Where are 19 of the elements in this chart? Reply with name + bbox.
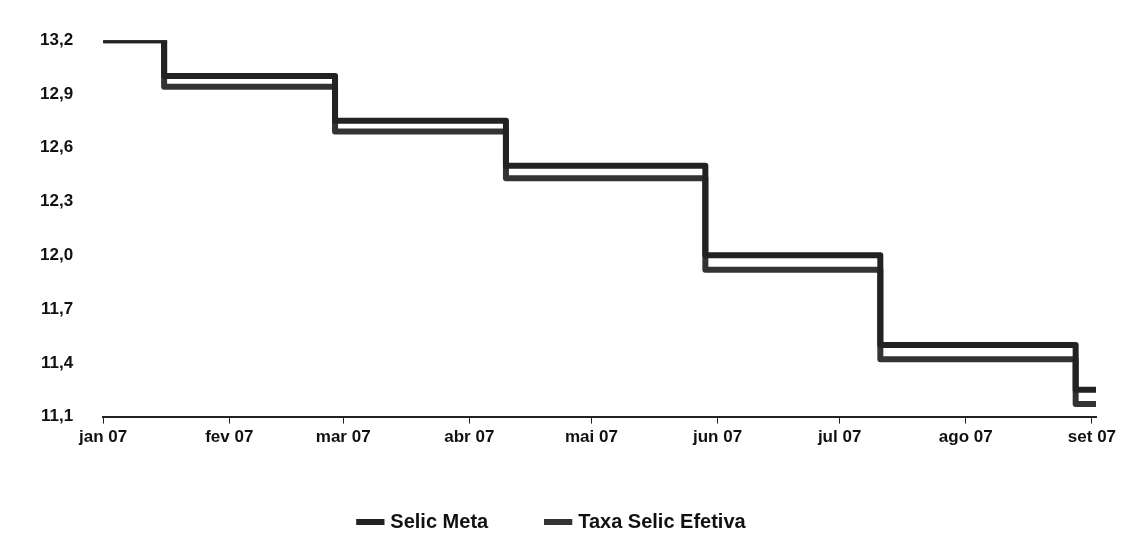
y-tick-label: 12,6 bbox=[39, 137, 74, 157]
y-tick-label: 12,0 bbox=[39, 244, 74, 264]
x-tick-label: jan 07 bbox=[77, 427, 128, 447]
x-tick-label: ago 07 bbox=[938, 427, 993, 447]
y-tick-label: 11,4 bbox=[40, 352, 74, 372]
x-tick-label: mai 07 bbox=[564, 427, 618, 447]
y-tick-label: 13,2 bbox=[39, 29, 74, 49]
legend-label: Selic Meta bbox=[390, 509, 490, 532]
y-tick-label: 12,3 bbox=[39, 191, 74, 211]
legend-label: Taxa Selic Efetiva bbox=[578, 509, 747, 532]
x-tick-label: abr 07 bbox=[444, 427, 495, 447]
y-tick-label: 11,1 bbox=[40, 406, 74, 426]
y-tick-label: 11,7 bbox=[40, 298, 74, 318]
x-tick-label: mar 07 bbox=[315, 427, 371, 447]
x-tick-label: jul 07 bbox=[816, 427, 862, 447]
x-tick-label: jun 07 bbox=[691, 427, 743, 447]
x-tick-label: set 07 bbox=[1067, 427, 1117, 447]
y-tick-label: 12,9 bbox=[39, 83, 74, 103]
x-tick-label: fev 07 bbox=[205, 427, 254, 447]
